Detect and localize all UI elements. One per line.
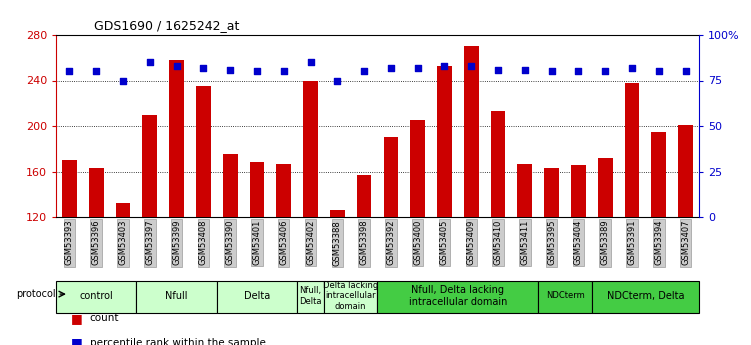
Point (358, 69, 370, 74)
Point (198, 65, 210, 70)
Point (143, 60, 155, 65)
Bar (384, 137, 398, 217)
Text: protocol: protocol (17, 289, 56, 299)
Text: Delta: Delta (244, 291, 270, 301)
Text: Nfull,
Delta: Nfull, Delta (299, 286, 321, 306)
Bar (62, 160, 77, 217)
Bar (464, 46, 478, 217)
Bar (330, 210, 345, 217)
Bar (297, 281, 324, 313)
Bar (592, 281, 699, 313)
Bar (116, 203, 131, 217)
Bar (437, 66, 452, 217)
Text: percentile rank within the sample: percentile rank within the sample (90, 338, 266, 345)
Bar (410, 120, 425, 217)
Bar (538, 281, 592, 313)
Text: GDS1690 / 1625242_at: GDS1690 / 1625242_at (94, 19, 239, 31)
Point (170, 63, 182, 69)
Point (385, 65, 397, 70)
Point (626, 65, 638, 70)
Point (412, 65, 424, 70)
Bar (571, 165, 586, 217)
Point (331, 78, 343, 83)
Bar (517, 164, 532, 217)
Bar (490, 111, 505, 217)
Text: Nfull, Delta lacking
intracellular domain: Nfull, Delta lacking intracellular domai… (409, 285, 507, 307)
Bar (56, 281, 137, 313)
Point (599, 69, 611, 74)
Point (304, 60, 316, 65)
Point (278, 69, 290, 74)
Bar (196, 86, 211, 217)
Bar (357, 175, 372, 217)
Bar (217, 281, 297, 313)
Point (224, 67, 236, 72)
Bar (678, 125, 693, 217)
Point (117, 78, 129, 83)
Bar (651, 132, 666, 217)
Bar (89, 168, 104, 217)
Point (466, 63, 478, 69)
Point (680, 69, 692, 74)
Text: Delta lacking
intracellular
domain: Delta lacking intracellular domain (323, 281, 379, 311)
Point (572, 69, 584, 74)
Text: count: count (90, 314, 119, 324)
Bar (169, 60, 184, 217)
Point (439, 63, 451, 69)
Bar (324, 281, 378, 313)
Bar (137, 281, 217, 313)
Point (492, 67, 504, 72)
Text: NDCterm, Delta: NDCterm, Delta (607, 291, 684, 301)
Text: Nfull: Nfull (165, 291, 188, 301)
Bar (625, 83, 639, 217)
Bar (223, 155, 237, 217)
Bar (143, 115, 157, 217)
Bar (598, 158, 613, 217)
Bar (276, 164, 291, 217)
Point (251, 69, 263, 74)
Text: ■: ■ (71, 336, 83, 345)
Point (63, 69, 75, 74)
Bar (249, 162, 264, 217)
Text: ■: ■ (71, 312, 83, 325)
Point (653, 69, 665, 74)
Text: NDCterm: NDCterm (546, 292, 584, 300)
Point (546, 69, 558, 74)
Text: control: control (80, 291, 113, 301)
Bar (303, 80, 318, 217)
Point (519, 67, 531, 72)
Bar (544, 168, 559, 217)
Point (90, 69, 102, 74)
Bar (378, 281, 538, 313)
